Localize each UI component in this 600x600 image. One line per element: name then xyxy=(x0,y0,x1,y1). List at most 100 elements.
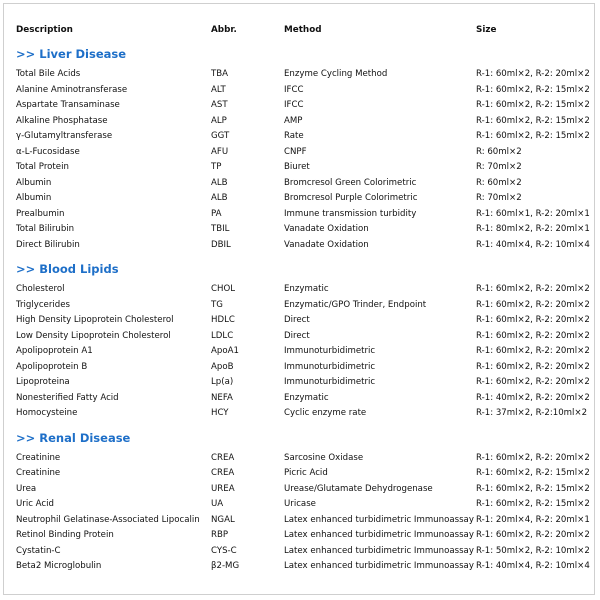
abbreviation: LDLC xyxy=(211,330,234,341)
description: Uric Acid xyxy=(16,499,54,509)
method: Uricase xyxy=(284,499,316,509)
method: Vanadate Oxidation xyxy=(284,224,369,234)
section-title: >> Blood Lipids xyxy=(16,262,119,276)
description: Albumin xyxy=(16,193,52,203)
abbreviation: HCY xyxy=(211,408,229,418)
method: Latex enhanced turbidimetric Immunoassay xyxy=(284,545,474,556)
method: Direct xyxy=(284,330,310,341)
size: R-1: 60ml×2, R-2: 15ml×2 xyxy=(476,84,590,95)
abbreviation: HDLC xyxy=(211,315,235,325)
column-header: Abbr. xyxy=(211,25,237,35)
abbreviation: TBA xyxy=(211,69,229,79)
size: R-1: 60ml×2, R-2: 15ml×2 xyxy=(476,483,590,494)
size: R-1: 40ml×4, R-2: 10ml×4 xyxy=(476,239,590,250)
method: Enzymatic xyxy=(284,392,329,403)
column-header: Size xyxy=(476,25,497,35)
abbreviation: CREA xyxy=(211,468,235,478)
section-title: >> Renal Disease xyxy=(16,430,131,445)
abbreviation: Lp(a) xyxy=(211,377,234,387)
size: R-1: 60ml×2, R-2: 15ml×2 xyxy=(476,100,590,110)
size: R: 60ml×2 xyxy=(476,177,522,188)
abbreviation: ALB xyxy=(211,193,228,203)
description: Apolipoprotein A1 xyxy=(16,346,93,356)
description: Apolipoprotein B xyxy=(16,361,88,372)
description: Low Density Lipoprotein Cholesterol xyxy=(16,330,171,341)
method: Immunoturbidimetric xyxy=(284,377,376,387)
size: R-1: 50ml×2, R-2: 10ml×2 xyxy=(476,545,590,556)
method: Vanadate Oxidation xyxy=(284,239,369,250)
method: Enzymatic xyxy=(284,284,329,294)
abbreviation: AFU xyxy=(211,146,229,157)
method: Immunoturbidimetric xyxy=(284,361,376,372)
size: R-1: 60ml×2, R-2: 20ml×2 xyxy=(476,330,590,341)
abbreviation: UA xyxy=(211,499,224,509)
size: R-1: 20ml×4, R-2: 20ml×1 xyxy=(476,514,590,525)
size: R-1: 60ml×1, R-2: 20ml×1 xyxy=(476,208,590,219)
method: Enzyme Cycling Method xyxy=(284,69,388,79)
method: IFCC xyxy=(284,84,304,95)
method: Sarcosine Oxidase xyxy=(284,452,364,463)
abbreviation: ALB xyxy=(211,177,228,188)
abbreviation: NGAL xyxy=(211,514,235,525)
description: Albumin xyxy=(16,177,52,188)
size: R: 70ml×2 xyxy=(476,162,522,172)
size: R-1: 60ml×2, R-2: 20ml×2 xyxy=(476,69,590,79)
method: Enzymatic/GPO Trinder, Endpoint xyxy=(284,299,427,310)
size: R-1: 60ml×2, R-2: 20ml×2 xyxy=(476,361,590,372)
description: Urea xyxy=(16,483,37,494)
abbreviation: NEFA xyxy=(211,392,233,403)
size: R-1: 60ml×2, R-2: 15ml×2 xyxy=(476,499,590,509)
size: R-1: 60ml×2, R-2: 20ml×2 xyxy=(476,284,590,294)
method: Cyclic enzyme rate xyxy=(284,408,367,418)
description: Neutrophil Gelatinase-Associated Lipocal… xyxy=(16,514,200,525)
method: Latex enhanced turbidimetric Immunoassay xyxy=(284,561,474,571)
abbreviation: UREA xyxy=(211,483,235,494)
size: R-1: 60ml×2, R-2: 15ml×2 xyxy=(476,131,590,141)
method: Bromcresol Purple Colorimetric xyxy=(284,193,418,203)
column-header: Method xyxy=(284,25,322,35)
abbreviation: ApoA1 xyxy=(211,346,239,356)
abbreviation: β2-MG xyxy=(211,561,240,571)
section-title: >> Liver Disease xyxy=(16,47,127,61)
description: Creatinine xyxy=(16,468,61,478)
size: R-1: 60ml×2, R-2: 20ml×2 xyxy=(476,452,590,463)
method: CNPF xyxy=(284,146,307,157)
method: Immune transmission turbidity xyxy=(284,208,417,219)
description: Alkaline Phosphatase xyxy=(16,115,108,126)
size: R-1: 37ml×2, R-2:10ml×2 xyxy=(476,408,588,418)
size: R: 60ml×2 xyxy=(476,146,522,157)
method: Picric Acid xyxy=(284,468,328,478)
description: Cholesterol xyxy=(16,284,65,294)
abbreviation: CYS-C xyxy=(211,545,237,556)
description: Homocysteine xyxy=(16,408,78,418)
method: Latex enhanced turbidimetric Immunoassay xyxy=(284,530,474,540)
description: Aspartate Transaminase xyxy=(16,100,120,110)
abbreviation: CHOL xyxy=(211,284,236,294)
method: Urease/Glutamate Dehydrogenase xyxy=(284,483,433,494)
method: Immunoturbidimetric xyxy=(284,346,376,356)
method: Biuret xyxy=(284,162,310,172)
description: Beta2 Microglobulin xyxy=(16,561,102,571)
abbreviation: ALT xyxy=(211,84,226,95)
abbreviation: TBIL xyxy=(211,224,230,234)
description: Total Bilirubin xyxy=(16,224,75,234)
description: γ-Glutamyltransferase xyxy=(16,131,113,141)
method: Direct xyxy=(284,315,310,325)
method: Rate xyxy=(284,131,304,141)
size: R-1: 60ml×2, R-2: 15ml×2 xyxy=(476,115,590,126)
size: R-1: 40ml×4, R-2: 10ml×4 xyxy=(476,561,590,571)
size: R-1: 60ml×2, R-2: 20ml×2 xyxy=(476,346,590,356)
column-header: Description xyxy=(16,25,73,35)
size: R-1: 60ml×2, R-2: 15ml×2 xyxy=(476,468,590,478)
description: Lipoproteina xyxy=(16,377,70,387)
description: Triglycerides xyxy=(16,299,70,310)
abbreviation: TG xyxy=(211,299,223,310)
description: Alanine Aminotransferase xyxy=(16,84,128,95)
abbreviation: AST xyxy=(211,100,228,110)
size: R-1: 60ml×2, R-2: 20ml×2 xyxy=(476,299,590,310)
method: IFCC xyxy=(284,100,304,110)
abbreviation: TP xyxy=(211,162,222,172)
method: AMP xyxy=(284,115,303,126)
size: R-1: 60ml×2, R-2: 20ml×2 xyxy=(476,377,590,387)
size: R-1: 40ml×2, R-2: 20ml×2 xyxy=(476,392,590,403)
